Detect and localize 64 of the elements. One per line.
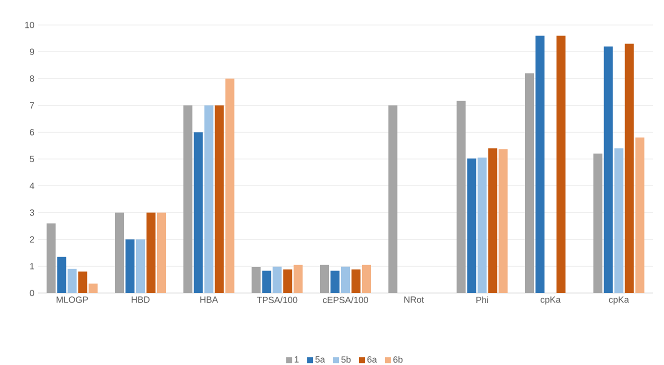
bar — [535, 36, 544, 293]
x-tick-label: cpKa — [540, 296, 561, 305]
bar — [252, 267, 261, 293]
y-tick-label: 10 — [25, 22, 34, 28]
bar — [272, 266, 282, 293]
bar — [194, 132, 203, 293]
bar — [46, 223, 56, 293]
bar — [556, 36, 566, 293]
bar — [320, 264, 329, 293]
bar — [467, 158, 476, 293]
bar — [115, 212, 124, 293]
legend-label: 5b — [341, 356, 351, 363]
bar — [614, 148, 624, 293]
legend-label: 6b — [393, 356, 403, 363]
bar — [341, 266, 350, 293]
bar — [362, 264, 371, 293]
bar — [157, 212, 166, 293]
y-tick-label: 0 — [30, 290, 34, 296]
bar — [68, 268, 77, 293]
bar — [330, 270, 340, 293]
bar — [624, 44, 634, 293]
bar — [604, 46, 613, 293]
legend-label: 1 — [294, 356, 299, 362]
bar — [214, 105, 224, 293]
y-tick-label: 3 — [30, 209, 34, 216]
y-tick-label: 5 — [30, 156, 34, 162]
y-tick-label: 4 — [30, 182, 34, 189]
bar — [225, 78, 234, 293]
y-tick-label: 1 — [30, 263, 34, 270]
bar — [524, 73, 534, 293]
bar — [262, 270, 272, 293]
bar — [78, 272, 88, 293]
x-tick-label: cEPSA/100 — [322, 296, 368, 304]
bar — [593, 154, 602, 293]
bar — [126, 239, 134, 293]
x-tick-label: NRot — [404, 296, 424, 303]
bar — [294, 264, 303, 293]
x-tick-label: MLOGP — [56, 296, 88, 303]
x-tick-label: HBA — [200, 296, 218, 303]
bar — [352, 269, 360, 293]
legend-label: 6a — [367, 356, 377, 363]
y-tick-label: 6 — [30, 129, 34, 136]
bar — [388, 105, 398, 293]
bar — [57, 256, 66, 293]
y-tick-label: 2 — [30, 236, 34, 243]
bar — [478, 158, 487, 293]
bar — [204, 105, 214, 293]
bar — [146, 212, 156, 293]
bar — [136, 239, 145, 293]
x-tick-label: cpKa — [608, 296, 630, 305]
bar — [88, 284, 98, 293]
bar — [456, 100, 466, 293]
y-tick-label: 7 — [30, 102, 34, 108]
x-tick-label: TPSA/100 — [256, 296, 298, 304]
bar — [283, 269, 292, 293]
bar — [488, 148, 498, 293]
legend-label: 5a — [315, 356, 326, 363]
y-tick-label: 9 — [30, 48, 34, 55]
y-tick-label: 8 — [30, 75, 34, 82]
x-tick-label: HBD — [132, 296, 150, 303]
bar — [498, 149, 508, 293]
x-tick-label: Phi — [476, 296, 488, 304]
bar — [635, 138, 644, 293]
bar — [183, 105, 192, 293]
